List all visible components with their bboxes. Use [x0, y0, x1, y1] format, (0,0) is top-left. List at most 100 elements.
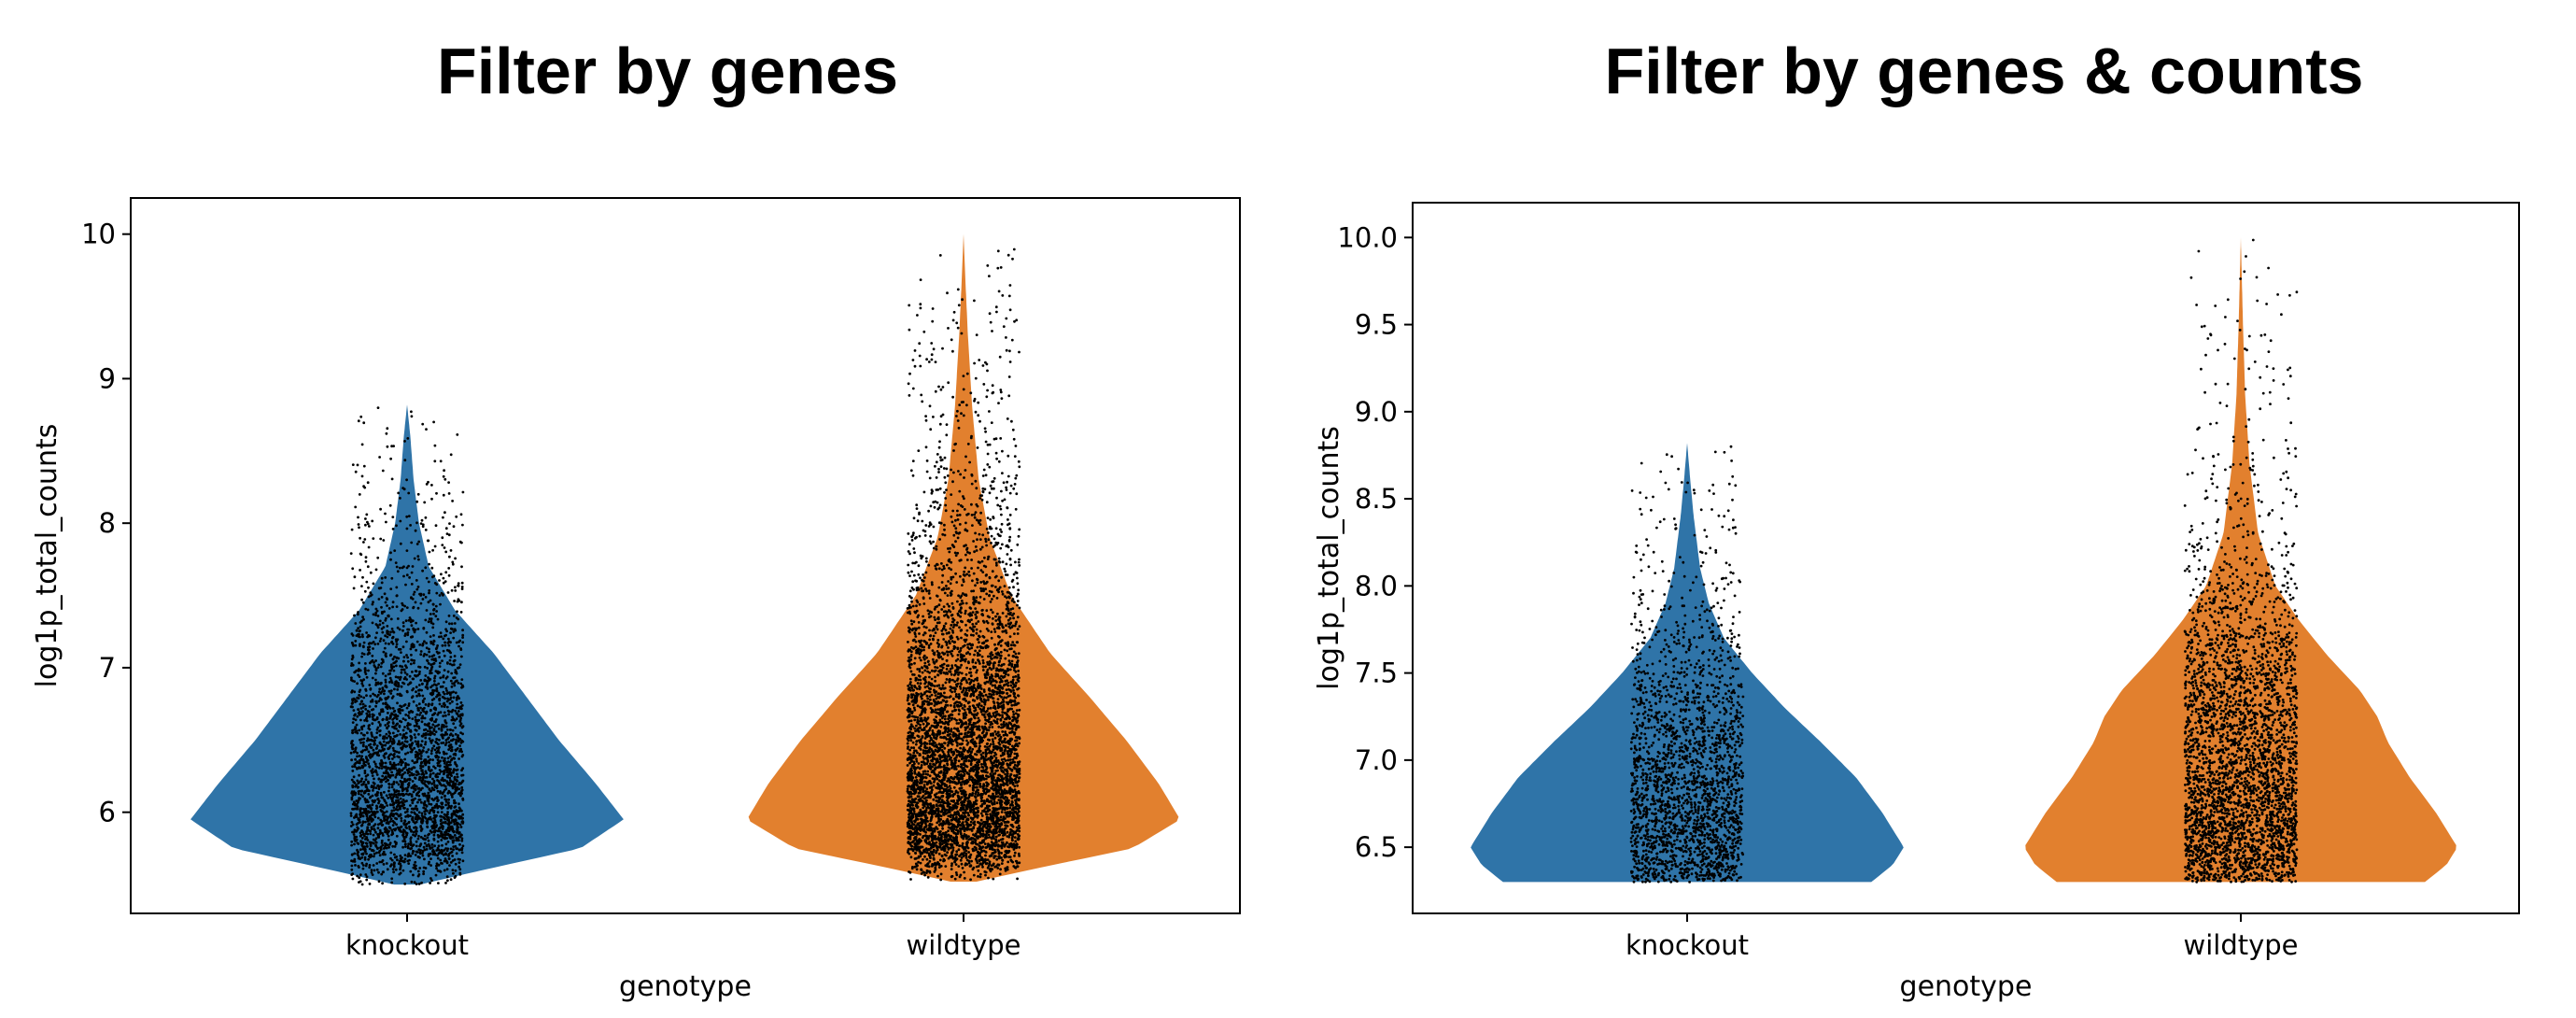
data-point — [361, 841, 365, 844]
data-point — [420, 716, 424, 720]
data-point — [424, 742, 427, 746]
data-point — [1017, 588, 1021, 592]
data-point — [440, 742, 443, 744]
data-point — [380, 690, 384, 693]
data-point — [427, 765, 430, 769]
data-point — [408, 745, 412, 749]
data-point — [436, 811, 440, 813]
data-point — [443, 511, 446, 515]
data-point — [450, 850, 454, 854]
data-point — [364, 764, 367, 767]
data-point — [400, 651, 402, 654]
data-point — [429, 877, 432, 880]
data-point — [430, 731, 434, 734]
data-point — [432, 781, 436, 785]
data-point — [414, 670, 417, 672]
data-point — [403, 634, 407, 637]
data-point — [397, 771, 401, 774]
data-point — [429, 857, 432, 860]
data-point — [393, 549, 397, 552]
data-point — [385, 705, 387, 709]
data-point — [429, 709, 432, 713]
data-point — [359, 824, 363, 827]
data-point — [353, 614, 356, 617]
data-point — [392, 710, 396, 714]
data-point — [372, 864, 375, 867]
data-point — [934, 694, 937, 697]
data-point — [443, 643, 447, 647]
data-point — [379, 780, 383, 784]
data-point — [990, 542, 992, 544]
data-point — [443, 697, 446, 700]
data-point — [359, 834, 362, 838]
data-point — [390, 445, 393, 448]
data-point — [967, 759, 971, 763]
data-point — [431, 806, 434, 810]
data-point — [957, 594, 960, 598]
data-point — [367, 724, 371, 728]
data-point — [934, 618, 936, 621]
data-point — [440, 861, 443, 865]
data-point — [435, 610, 438, 613]
data-point — [359, 621, 362, 624]
data-point — [366, 773, 370, 777]
data-point — [447, 637, 450, 641]
data-point — [443, 837, 447, 840]
data-point — [446, 709, 450, 713]
data-point — [428, 562, 430, 566]
data-point — [429, 846, 432, 850]
data-point — [960, 629, 964, 632]
data-point — [413, 557, 416, 560]
data-point — [404, 752, 407, 756]
data-point — [956, 509, 959, 513]
data-point — [377, 700, 381, 703]
data-point — [431, 723, 435, 727]
data-point — [420, 688, 423, 692]
data-point — [352, 709, 356, 712]
data-point — [453, 806, 457, 809]
data-point — [413, 661, 415, 665]
data-point — [395, 640, 398, 643]
data-point — [426, 836, 429, 840]
data-point — [430, 747, 434, 750]
data-point — [386, 629, 389, 633]
data-point — [408, 825, 411, 828]
data-point — [360, 728, 364, 731]
data-point — [362, 485, 365, 488]
data-point — [1006, 649, 1009, 653]
data-point — [381, 761, 385, 765]
data-point — [390, 628, 394, 630]
data-point — [420, 814, 424, 817]
data-point — [422, 627, 426, 629]
data-point — [448, 776, 452, 780]
data-point — [411, 695, 415, 698]
data-point — [399, 694, 402, 697]
data-point — [443, 477, 447, 481]
data-point — [453, 876, 457, 879]
data-point — [958, 671, 962, 674]
data-point — [391, 824, 395, 827]
data-point — [409, 855, 413, 857]
data-point — [378, 828, 382, 832]
data-point — [361, 601, 365, 604]
data-point — [391, 605, 394, 609]
data-point — [392, 669, 396, 672]
data-point — [402, 659, 405, 663]
data-point — [445, 692, 449, 695]
data-point — [380, 839, 384, 842]
data-point — [390, 877, 394, 881]
data-point — [458, 663, 462, 666]
data-point — [389, 692, 393, 695]
data-point — [393, 853, 396, 856]
data-point — [409, 804, 412, 807]
data-point — [360, 633, 364, 636]
data-point — [446, 670, 450, 673]
data-point — [443, 772, 445, 776]
data-point — [418, 749, 421, 753]
data-point — [421, 642, 425, 645]
data-point — [382, 539, 386, 542]
data-point — [387, 615, 389, 617]
data-point — [385, 769, 388, 772]
data-point — [427, 704, 430, 708]
data-point — [461, 799, 465, 801]
